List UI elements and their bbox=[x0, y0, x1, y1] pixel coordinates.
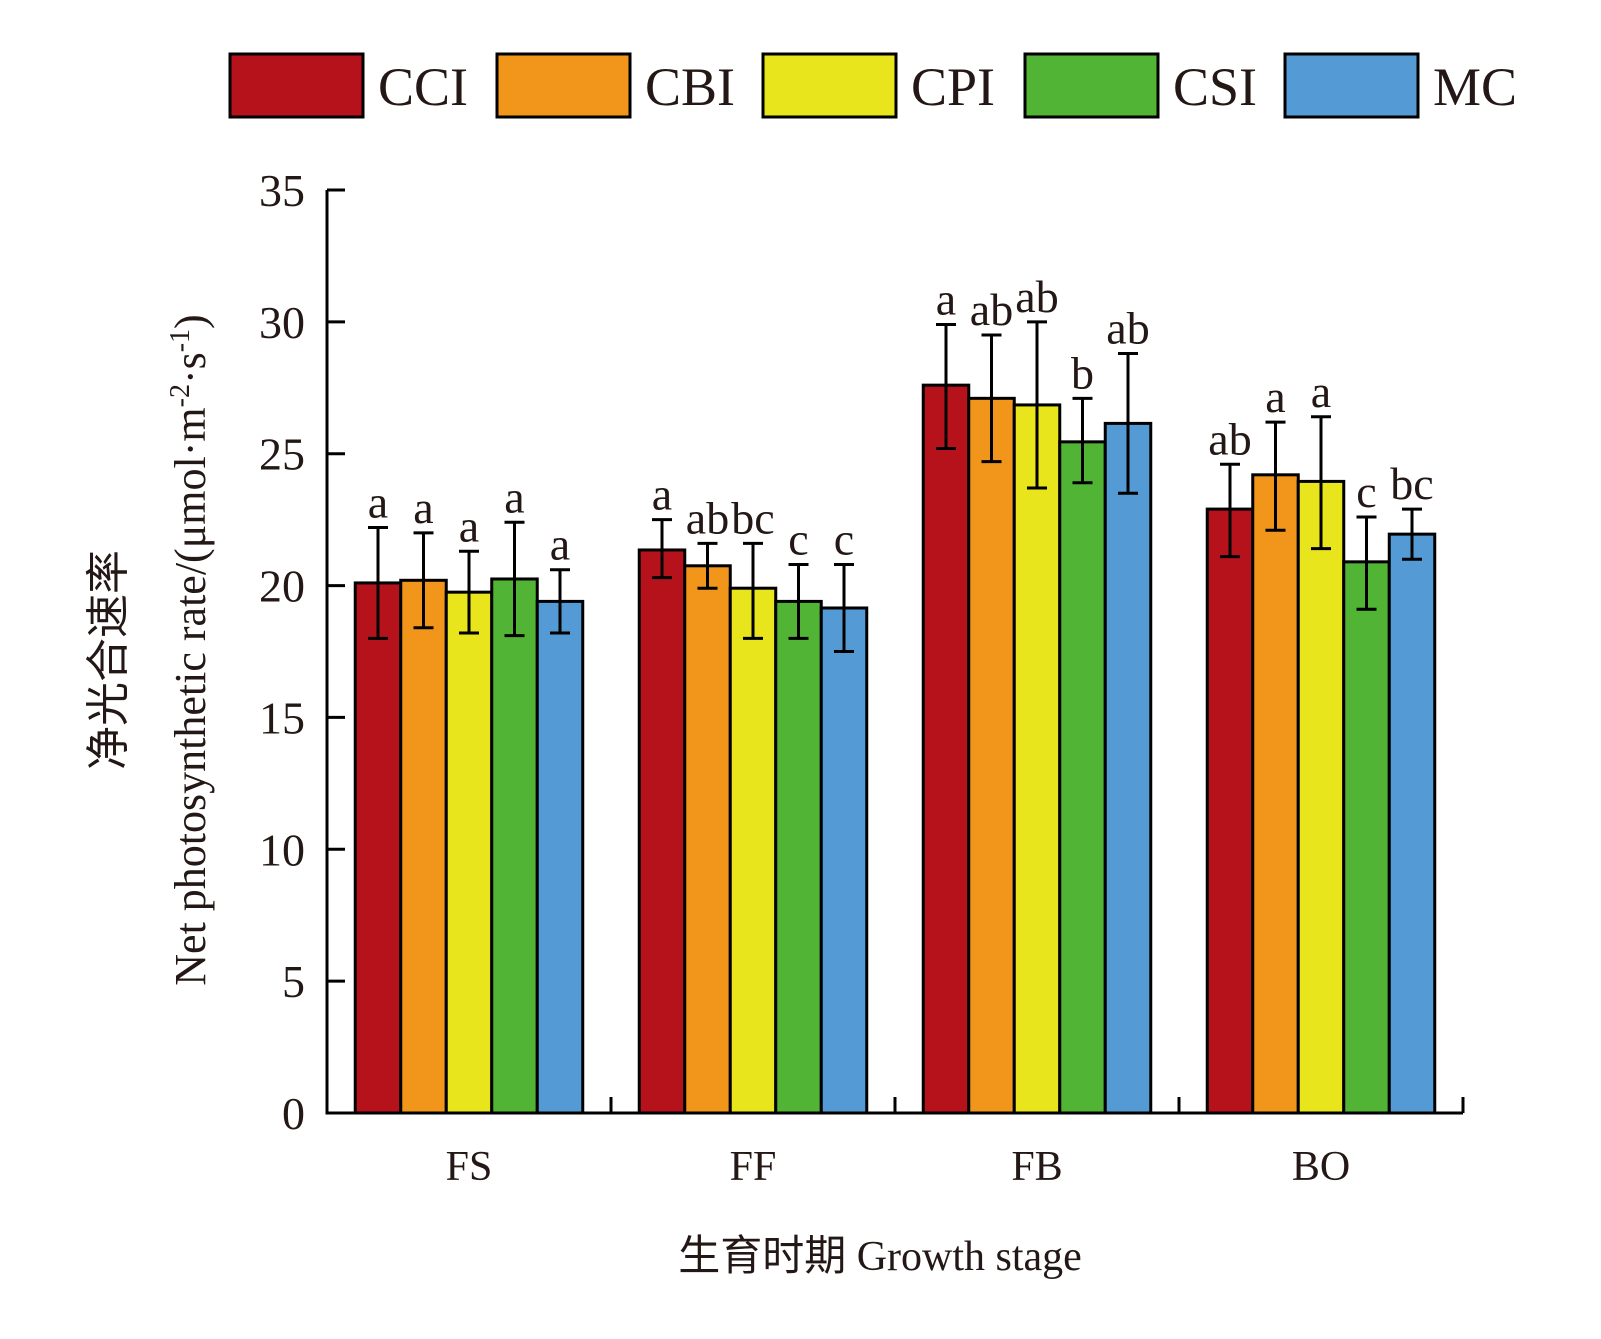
y-tick-label: 25 bbox=[259, 429, 305, 480]
bar-MC-BO bbox=[1387, 532, 1437, 1115]
significance-letter: a bbox=[652, 469, 672, 520]
significance-letter: a bbox=[459, 500, 479, 551]
y-tick-label: 15 bbox=[259, 692, 305, 743]
significance-letter: b bbox=[1071, 347, 1094, 398]
bar-CSI-FB bbox=[1058, 440, 1107, 1115]
legend-swatch-CSI bbox=[1023, 52, 1160, 119]
y-tick-label: 0 bbox=[282, 1088, 305, 1139]
bar-CSI-FS bbox=[490, 577, 539, 1115]
legend-label-CCI: CCI bbox=[378, 57, 468, 117]
y-tick-label: 30 bbox=[259, 297, 305, 348]
y-tick-label: 20 bbox=[259, 561, 305, 612]
y-label-mid: ·s bbox=[166, 352, 215, 384]
significance-letter: ab bbox=[1208, 413, 1251, 464]
legend-label-CPI: CPI bbox=[911, 57, 995, 117]
legend-swatch-MC bbox=[1283, 52, 1420, 119]
bar-CBI-FB bbox=[967, 396, 1016, 1115]
bar-CCI-FB bbox=[921, 383, 971, 1115]
bar-CCI-FF bbox=[637, 548, 687, 1115]
error-bars-layer bbox=[368, 320, 1422, 653]
bar-CBI-FF bbox=[683, 564, 732, 1115]
y-tick-label: 5 bbox=[282, 956, 305, 1007]
x-axis-label: 生育时期 Growth stage bbox=[678, 1233, 1082, 1280]
significance-letter: bc bbox=[731, 492, 774, 543]
y-label-main: Net photosynthetic rate/(μmol·m bbox=[166, 407, 215, 985]
significance-letter: c bbox=[834, 513, 854, 564]
significance-letter: ab bbox=[970, 284, 1013, 335]
x-tick-label-BO: BO bbox=[1292, 1144, 1350, 1190]
legend-label-CBI: CBI bbox=[645, 57, 735, 117]
bar-MC-FB bbox=[1103, 421, 1153, 1115]
bar-CPI-FS bbox=[444, 590, 494, 1115]
significance-letter: ab bbox=[1015, 271, 1058, 322]
y-label-sup1: -2 bbox=[165, 384, 196, 407]
significance-letter: c bbox=[788, 513, 808, 564]
y-axis-label-en: Net photosynthetic rate/(μmol·m-2·s-1) bbox=[165, 314, 215, 985]
legend-label-CSI: CSI bbox=[1173, 57, 1257, 117]
legend-swatch-CPI bbox=[761, 52, 898, 119]
significance-letter: a bbox=[504, 471, 524, 522]
significance-letter: a bbox=[413, 482, 433, 533]
bar-CSI-BO bbox=[1342, 560, 1391, 1115]
significance-letter: a bbox=[550, 519, 570, 570]
legend-label-MC: MC bbox=[1433, 57, 1517, 117]
bar-MC-FS bbox=[535, 599, 585, 1115]
bar-CCI-BO bbox=[1205, 507, 1255, 1115]
bar-CPI-FF bbox=[728, 586, 778, 1115]
bar-CSI-FF bbox=[774, 599, 823, 1115]
significance-letter: a bbox=[1265, 371, 1285, 422]
legend-swatch-CBI bbox=[495, 52, 632, 119]
bar-MC-FF bbox=[819, 606, 869, 1115]
significance-letter: ab bbox=[686, 492, 729, 543]
bar-CBI-FS bbox=[399, 578, 448, 1115]
significance-letter: c bbox=[1356, 466, 1376, 517]
x-tick-label-FS: FS bbox=[446, 1144, 493, 1190]
y-tick-label: 35 bbox=[259, 165, 305, 216]
x-tick-label-FF: FF bbox=[730, 1144, 777, 1190]
axes: 0 5 10 15 20 25 30 35 FS FF FB BO bbox=[259, 165, 1465, 1190]
bar-CPI-FB bbox=[1012, 403, 1062, 1115]
y-label-sup2: -1 bbox=[165, 329, 196, 352]
legend: CCI CBI CPI CSI MC bbox=[228, 52, 1517, 119]
significance-letter: a bbox=[1311, 366, 1331, 417]
x-tick-label-FB: FB bbox=[1011, 1144, 1062, 1190]
bar-CBI-BO bbox=[1251, 473, 1300, 1115]
significance-letter: bc bbox=[1390, 458, 1433, 509]
bar-CCI-FS bbox=[353, 581, 403, 1115]
y-axis-label-cn: 净光合速率 bbox=[84, 550, 133, 770]
significance-letter: ab bbox=[1106, 303, 1149, 354]
y-label-end: ) bbox=[166, 314, 215, 329]
significance-letter: a bbox=[368, 477, 388, 528]
bar-CPI-BO bbox=[1296, 479, 1346, 1115]
legend-swatch-CCI bbox=[228, 52, 365, 119]
significance-letter: a bbox=[936, 273, 956, 324]
y-tick-label: 10 bbox=[259, 824, 305, 875]
